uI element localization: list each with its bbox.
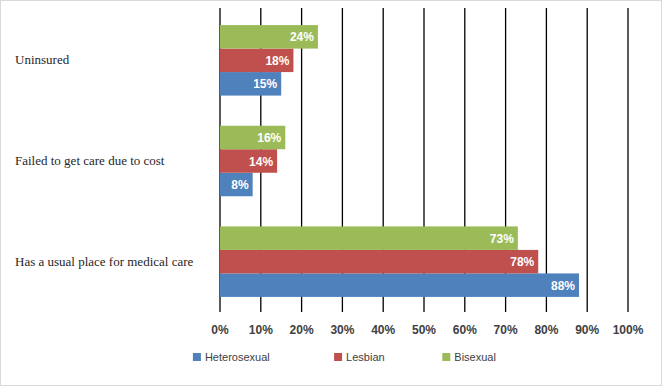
tick-label: 30%: [330, 323, 354, 337]
tick-label: 50%: [412, 323, 436, 337]
data-label: 8%: [231, 178, 249, 192]
category-label: Has a usual place for medical care: [15, 254, 194, 269]
legend-swatch: [193, 353, 201, 361]
tick-label: 100%: [613, 323, 644, 337]
tick-label: 70%: [494, 323, 518, 337]
bar: [220, 49, 293, 72]
bar: [220, 273, 579, 297]
data-labels: 15% 18%24% 8%14% 16% 88% 78% 73%: [231, 30, 575, 292]
bar: [220, 25, 318, 49]
data-label: 24%: [290, 30, 314, 44]
legend-label: Heterosexual: [205, 351, 270, 363]
category-label: Uninsured: [15, 52, 70, 67]
tick-label: 0%: [211, 323, 229, 337]
tick-label: 60%: [453, 323, 477, 337]
data-label: 15%: [253, 77, 277, 91]
bar: [220, 173, 253, 197]
grid: [220, 8, 628, 312]
data-label: 88%: [551, 279, 575, 293]
chart: 0% 10% 20% 30% 40% 50% 60% 70% 80% 90% 100% 15% 18%2…: [0, 0, 662, 386]
bar: [220, 226, 518, 250]
data-label: 78%: [510, 255, 534, 269]
data-label: 18%: [265, 54, 289, 68]
data-label: 14%: [249, 155, 273, 169]
bar: [220, 149, 277, 173]
tick-label: 10%: [249, 323, 273, 337]
data-label: 16%: [257, 131, 281, 145]
grid-line: [627, 8, 628, 312]
grid-line: [546, 8, 547, 312]
bar: [220, 250, 538, 274]
tick-label: 20%: [290, 323, 314, 337]
legend-label: Bisexual: [454, 351, 496, 363]
legend: Heterosexual Lesbian Bisexual: [193, 351, 496, 363]
legend-swatch: [442, 353, 450, 361]
tick-label: 40%: [371, 323, 395, 337]
tick-label: 80%: [534, 323, 558, 337]
tick-label: 90%: [575, 323, 599, 337]
data-label: 73%: [490, 232, 514, 246]
bar: [220, 126, 285, 150]
bars: [220, 25, 579, 297]
category-label: Failed to get care due to cost: [15, 153, 165, 168]
legend-swatch: [334, 353, 342, 361]
bar: [220, 72, 281, 96]
grid-line: [587, 8, 588, 312]
legend-label: Lesbian: [346, 351, 385, 363]
chart-border: [1, 1, 662, 386]
